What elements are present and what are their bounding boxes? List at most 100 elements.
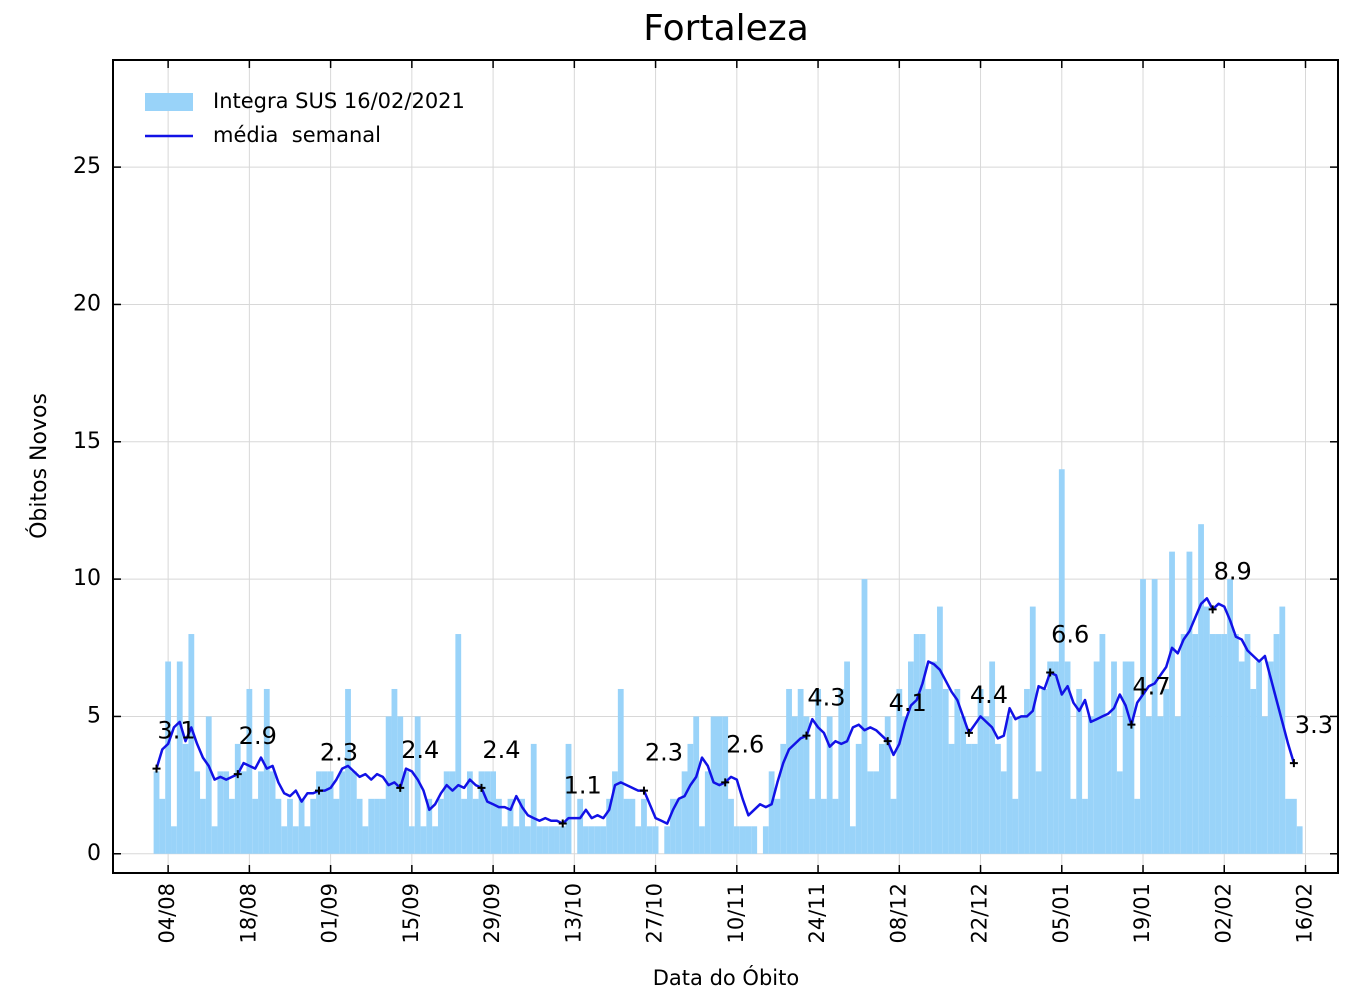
bar <box>426 798 433 854</box>
point-marker <box>396 783 405 792</box>
bar <box>699 826 705 854</box>
bar <box>1053 661 1059 854</box>
bar <box>1058 469 1065 854</box>
bar <box>1157 716 1164 854</box>
data-label: 1.1 <box>564 772 602 800</box>
bar <box>350 771 357 854</box>
bar <box>681 771 688 854</box>
bar <box>205 716 212 854</box>
data-label: 3.1 <box>157 717 195 745</box>
bar <box>368 798 375 854</box>
bar <box>176 661 183 854</box>
bar <box>1198 524 1204 854</box>
bar <box>153 771 160 854</box>
bar <box>263 688 270 854</box>
bar <box>1250 688 1257 854</box>
bar <box>670 798 676 854</box>
bar <box>751 826 758 854</box>
point-marker <box>639 786 648 795</box>
bar <box>542 826 549 854</box>
bar <box>826 716 833 854</box>
bar <box>525 826 531 854</box>
point-marker <box>152 764 161 773</box>
bar <box>461 798 467 854</box>
bar <box>281 826 288 854</box>
bar <box>490 771 496 854</box>
bar <box>432 826 438 854</box>
bar <box>1145 716 1152 854</box>
y-tick-label: 15 <box>73 429 101 454</box>
bar <box>530 743 537 854</box>
bar <box>588 826 595 854</box>
bar <box>600 826 607 854</box>
bar <box>768 771 775 854</box>
bar <box>217 771 224 854</box>
bar <box>258 771 264 854</box>
bar <box>1296 826 1303 854</box>
bar <box>345 688 351 854</box>
bar <box>310 798 317 854</box>
bar <box>774 798 781 854</box>
bar <box>815 688 821 854</box>
bar <box>1087 716 1094 854</box>
bar <box>269 771 276 854</box>
point-marker <box>1046 668 1055 677</box>
x-tick-label: 27/10 <box>643 883 667 944</box>
bar <box>844 661 850 854</box>
data-label: 4.1 <box>889 689 927 717</box>
bar <box>316 771 322 854</box>
bar <box>182 743 189 854</box>
bar <box>1186 551 1193 854</box>
x-tick-label: 29/09 <box>480 883 504 944</box>
data-label: 2.4 <box>482 736 520 764</box>
bar <box>443 771 450 854</box>
bar <box>838 688 845 854</box>
bar <box>791 716 798 854</box>
y-tick-label: 25 <box>73 154 101 179</box>
bar <box>577 798 584 854</box>
point-marker <box>721 778 730 787</box>
data-label: 4.4 <box>970 681 1008 709</box>
bar <box>646 826 653 854</box>
bar <box>1006 716 1013 854</box>
bar <box>1018 716 1025 854</box>
bar <box>1151 579 1158 854</box>
bar <box>188 634 195 854</box>
bar <box>966 743 972 854</box>
data-label: 8.9 <box>1214 557 1252 585</box>
x-tick-label: 15/09 <box>399 883 423 944</box>
bar <box>931 661 938 854</box>
bar <box>1215 634 1222 854</box>
bar <box>211 826 218 854</box>
bar <box>809 798 816 854</box>
bar <box>229 798 235 854</box>
point-marker <box>964 728 973 737</box>
bar <box>501 826 508 854</box>
bar <box>1099 634 1106 854</box>
bar <box>1256 661 1262 854</box>
bar <box>159 798 166 854</box>
bar <box>559 826 566 854</box>
bar <box>1064 661 1071 854</box>
bar <box>1140 579 1146 854</box>
bar <box>554 826 560 854</box>
x-tick-label: 02/02 <box>1211 883 1235 944</box>
bar <box>507 798 514 854</box>
data-label: 2.9 <box>239 722 277 750</box>
bar <box>762 826 769 854</box>
bar <box>1076 688 1083 854</box>
bar <box>194 771 201 854</box>
bar <box>704 771 711 854</box>
point-marker <box>1208 605 1217 614</box>
bar <box>449 771 456 854</box>
point-marker <box>315 786 324 795</box>
y-tick-label: 5 <box>87 703 101 728</box>
bar <box>1209 634 1216 854</box>
bar <box>896 688 903 854</box>
bar <box>234 743 241 854</box>
plot-frame <box>112 59 1339 874</box>
bar <box>437 798 444 854</box>
x-tick-label: 01/09 <box>318 883 342 944</box>
bar <box>971 743 978 854</box>
bar <box>548 826 555 854</box>
